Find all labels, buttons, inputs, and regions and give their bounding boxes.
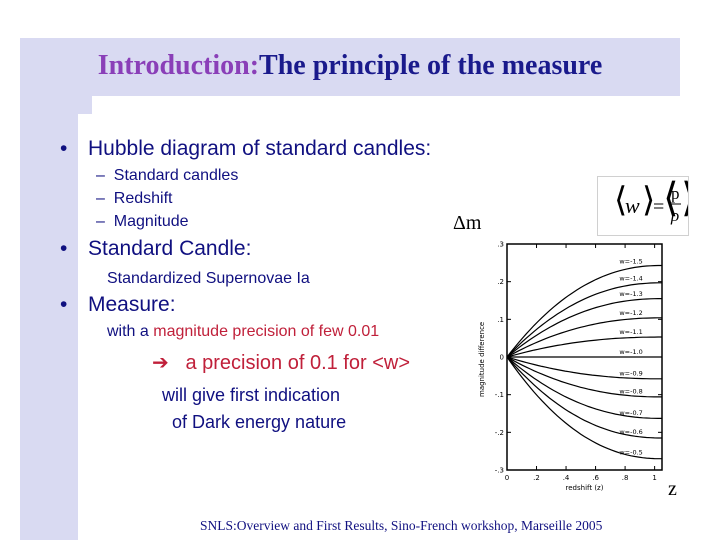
chart-lines (506, 264, 662, 460)
bullet-dot: • (60, 237, 68, 260)
bullet-hubble-label: Hubble diagram of standard candles: (88, 137, 432, 160)
footer-text: SNLS:Overview and First Results, Sino-Fr… (200, 518, 603, 533)
angle-left: ⟨ (614, 182, 627, 219)
series-label: w=-0.7 (619, 409, 642, 417)
z-label: z (668, 478, 677, 500)
series-line (506, 336, 662, 358)
y-tick-label: -.1 (495, 391, 504, 399)
series-line (506, 264, 662, 358)
bullet-dot: • (60, 293, 68, 316)
series-label: w=-1.2 (619, 309, 642, 317)
arrow-line: ➔ a precision of 0.1 for <w> (152, 350, 410, 375)
y-tick-label: -.2 (495, 429, 504, 437)
series-label: w=-1.1 (619, 328, 642, 336)
title-band (20, 38, 680, 96)
angle-right: ⟩ (642, 182, 655, 219)
arrow-text: a precision of 0.1 for <w> (185, 352, 411, 374)
series-line (506, 282, 662, 358)
y-tick-label: 0 (500, 354, 504, 362)
y-tick-label: .2 (497, 278, 504, 286)
measure-text: with a magnitude precision of few 0.01 (107, 323, 379, 341)
chart-background (472, 236, 672, 494)
x-tick-label: 0 (505, 474, 509, 482)
delta-m-label: Δm (453, 212, 482, 234)
series-label: w=-1.4 (619, 275, 642, 283)
bullet-hubble: • Hubble diagram of standard candles: (60, 137, 431, 161)
bullet-standard-candle: • Standard Candle: (60, 237, 251, 261)
sub-item-redshift: – Redshift (96, 190, 173, 207)
x-tick-label: .8 (622, 474, 629, 482)
series-label: w=-0.9 (619, 370, 642, 378)
chart-ticks: 0 .2 .4 .6 .8 1 -.3 -.2 -.1 0 .1 .2 .3 (495, 241, 662, 482)
equals-sign: = (653, 196, 664, 218)
series-line (506, 356, 662, 419)
sub-item-magnitude: – Magnitude (96, 213, 189, 230)
series-label: w=-1.0 (619, 348, 642, 356)
y-tick-label: .1 (497, 316, 504, 324)
strip-corner-mark (78, 96, 92, 114)
indication-line-1: will give first indication (162, 385, 341, 405)
angle-left-2: ⟨ (663, 177, 679, 220)
y-tick-label: .3 (497, 241, 504, 249)
right-arrow-icon: ➔ (152, 352, 169, 374)
sub-item-standard-candles: – Standard candles (96, 167, 239, 184)
formula-svg: ⟨ w ⟩ = ⟨ p ρ ⟩ (614, 175, 697, 225)
series-label: w=-0.5 (619, 449, 642, 457)
sub-item-label: Magnitude (113, 213, 189, 230)
measure-red-text: magnitude precision of few 0.01 (153, 323, 380, 340)
series-line (506, 297, 662, 358)
series-line (506, 317, 662, 358)
series-line (506, 356, 662, 398)
measure-prefix: with a (107, 323, 154, 340)
y-tick-label: -.3 (495, 467, 504, 475)
x-axis-label: redshift (z) (566, 484, 604, 492)
formula-box: ⟨ w ⟩ = ⟨ p ρ ⟩ (597, 175, 697, 236)
series-line (506, 356, 662, 439)
sub-item-label: Redshift (113, 190, 173, 207)
slide-title: Introduction:The principle of the measur… (20, 50, 680, 82)
standard-candle-text: Standardized Supernovae Ia (107, 270, 310, 287)
sub-item-label: Standard candles (113, 167, 239, 184)
bullet-measure: • Measure: (60, 293, 176, 317)
chart-series-labels: w=-1.5 w=-1.4 w=-1.3 w=-1.2 w=-1.1 w=-1.0 w=-0… (619, 257, 642, 456)
series-label: w=-1.3 (619, 290, 642, 298)
formula-rho: ρ (670, 206, 679, 225)
x-tick-label: .6 (592, 474, 599, 482)
series-line (506, 356, 662, 460)
title-intro: Introduction: (97, 50, 260, 81)
formula-p: p (671, 184, 680, 203)
series-label: w=-0.8 (619, 388, 642, 396)
bullet-dot: • (60, 137, 68, 160)
bullet-standard-candle-label: Standard Candle: (88, 237, 252, 260)
x-tick-label: .4 (563, 474, 570, 482)
series-label: w=-1.5 (619, 257, 642, 265)
bullet-measure-label: Measure: (88, 293, 176, 316)
series-line (506, 356, 662, 380)
x-tick-label: 1 (652, 474, 656, 482)
x-tick-label: .2 (533, 474, 540, 482)
title-rest: The principle of the measure (259, 50, 603, 81)
left-decor-strip (20, 96, 78, 540)
formula-w: w (625, 193, 640, 218)
indication-line-2: of Dark energy nature (172, 412, 347, 432)
hubble-chart: w=-1.5 w=-1.4 w=-1.3 w=-1.2 w=-1.1 w=-1.0 w=-0… (472, 236, 672, 494)
y-axis-label: magnitude difference (478, 322, 486, 397)
angle-right-2: ⟩ (681, 177, 688, 220)
series-label: w=-0.6 (619, 428, 642, 436)
